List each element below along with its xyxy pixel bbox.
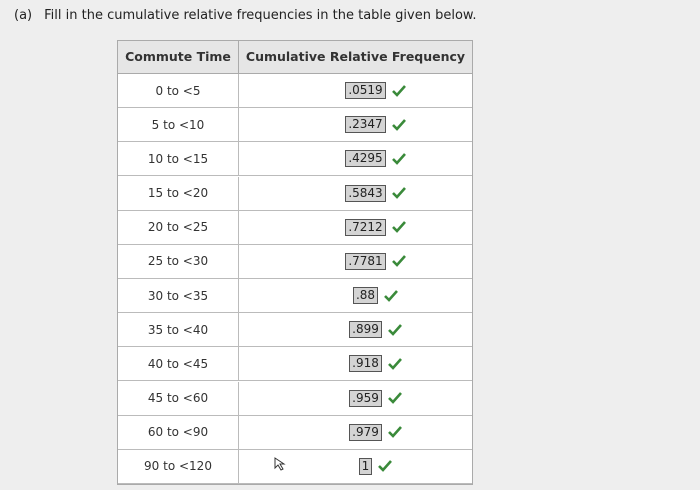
table-row: 40 to <45 .918 bbox=[118, 347, 472, 382]
answer-input[interactable]: .918 bbox=[349, 355, 382, 373]
table-header: Commute Time Cumulative Relative Frequen… bbox=[118, 41, 472, 74]
commute-time: 25 to <30 bbox=[147, 254, 209, 269]
table-row: 5 to <10 .2347 bbox=[118, 108, 472, 143]
frequency-cell: .4295 bbox=[238, 142, 472, 176]
frequency-cell: .0519 bbox=[238, 74, 472, 108]
commute-time: 30 to <35 bbox=[147, 288, 209, 303]
frequency-cell: .5843 bbox=[238, 176, 472, 210]
answer-input[interactable]: 1 bbox=[358, 457, 373, 475]
check-mark bbox=[384, 289, 399, 302]
answer-input[interactable]: .2347 bbox=[345, 116, 386, 134]
header-cell: Commute Time bbox=[125, 49, 231, 64]
answer-input[interactable]: .7781 bbox=[345, 252, 386, 270]
commute-time: 5 to <10 bbox=[151, 117, 205, 132]
frequency-cell: .918 bbox=[238, 347, 472, 381]
check-mark bbox=[387, 323, 402, 336]
check-mark bbox=[391, 221, 406, 234]
header-cell: Cumulative Relative Frequency bbox=[245, 49, 466, 64]
check-mark bbox=[378, 460, 393, 473]
commute-time: 10 to <15 bbox=[147, 151, 209, 166]
answer-input[interactable]: .88 bbox=[352, 287, 379, 305]
table: Commute Time Cumulative Relative Frequen… bbox=[117, 40, 473, 485]
check-mark bbox=[391, 118, 406, 131]
check-mark bbox=[387, 358, 402, 370]
check-mark bbox=[387, 392, 402, 404]
answer-input[interactable]: .4295 bbox=[345, 150, 386, 168]
answer-input[interactable]: .0519 bbox=[345, 82, 386, 100]
commute-time: 45 to <60 bbox=[147, 391, 209, 406]
frequency-cell: .979 bbox=[238, 415, 472, 449]
frequency-cell: 1 bbox=[238, 449, 472, 483]
commute-time: 60 to <90 bbox=[147, 425, 209, 440]
commute-time: 90 to <120 bbox=[144, 459, 212, 474]
cursor bbox=[274, 457, 286, 471]
answer-input[interactable]: .959 bbox=[349, 389, 382, 407]
check-mark bbox=[391, 187, 406, 199]
table-row: 0 to <5 .0519 bbox=[118, 74, 472, 109]
commute-time: 20 to <25 bbox=[147, 220, 209, 235]
question-text: Fill in the cumulative relative frequenc… bbox=[44, 8, 477, 23]
table-row: 30 to <35 .88 bbox=[118, 279, 472, 314]
table-row: 35 to <40 .899 bbox=[118, 313, 472, 348]
frequency-cell: .899 bbox=[238, 313, 472, 347]
answer-input[interactable]: .899 bbox=[349, 321, 382, 339]
table-row: 20 to <25 .7212 bbox=[118, 210, 472, 245]
check-mark bbox=[391, 84, 406, 97]
frequency-cell: .2347 bbox=[238, 108, 472, 142]
commute-time: 35 to <40 bbox=[147, 322, 209, 337]
table-row: 15 to <20 .5843 bbox=[118, 176, 472, 211]
question-label: (a) bbox=[14, 8, 33, 23]
commute-time: 0 to <5 bbox=[155, 83, 201, 98]
table-row: 10 to <15 .4295 bbox=[118, 142, 472, 177]
answer-input[interactable]: .5843 bbox=[345, 184, 386, 202]
check-mark bbox=[387, 426, 402, 439]
commute-time: 15 to <20 bbox=[147, 186, 209, 201]
question: (a) Fill in the cumulative relative frequ… bbox=[14, 8, 489, 23]
answer-input[interactable]: .7212 bbox=[345, 218, 386, 236]
table-row: 45 to <60 .959 bbox=[118, 381, 472, 416]
divider bbox=[238, 41, 239, 74]
answer-input[interactable]: .979 bbox=[349, 423, 382, 441]
check-mark bbox=[391, 153, 406, 165]
frequency-cell: .959 bbox=[238, 381, 472, 415]
frequency-cell: .7212 bbox=[238, 210, 472, 244]
table-row: 90 to <120 1 bbox=[118, 449, 472, 484]
table-row: 25 to <30 .7781 bbox=[118, 244, 472, 279]
table-row: 60 to <90 .979 bbox=[118, 415, 472, 450]
commute-time: 40 to <45 bbox=[147, 356, 209, 371]
check-mark bbox=[391, 255, 406, 268]
frequency-cell: .88 bbox=[238, 279, 472, 313]
frequency-cell: .7781 bbox=[238, 244, 472, 278]
